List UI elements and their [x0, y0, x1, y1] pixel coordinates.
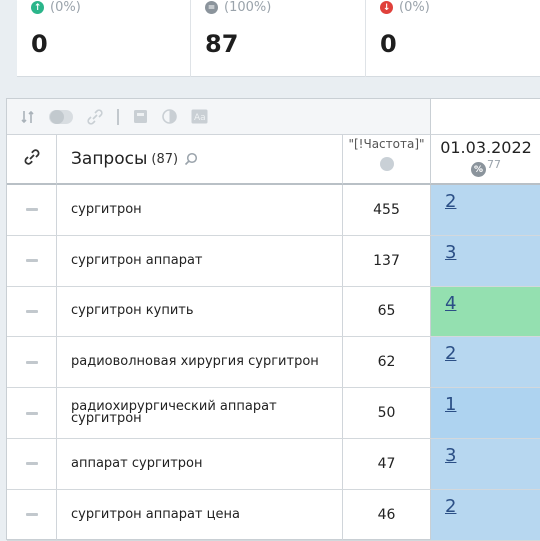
dash-icon [25, 360, 38, 364]
table-toolbar: Aa [7, 99, 431, 135]
row-toggle[interactable] [7, 388, 57, 438]
table-row: радиоволновая хирургия сургитрон 62 2 [7, 337, 540, 389]
frequency-cell: 47 [343, 438, 431, 489]
arrow-up-icon: ↑ [31, 1, 44, 14]
position-cell: 2 [431, 337, 540, 388]
position-cell: 3 [431, 235, 540, 286]
query-cell: радиохирургический аппарат сургитрон [57, 388, 343, 438]
query-cell: радиоволновая хирургия сургитрон [57, 337, 343, 388]
query-text: сургитрон [71, 201, 142, 217]
position-link[interactable]: 2 [445, 495, 457, 517]
frequency-cell: 50 [343, 388, 431, 438]
table-row: сургитрон купить 65 4 [7, 286, 540, 338]
svg-text:Aa: Aa [194, 113, 206, 123]
query-text: радиоволновая хирургия сургитрон [71, 354, 319, 370]
query-cell: сургитрон аппарат [57, 235, 343, 286]
date-percent-value: 77 [487, 158, 501, 171]
table-row: радиохирургический аппарат сургитрон 50 1 [7, 388, 540, 439]
summary-equal-value: 87 [205, 30, 239, 58]
query-text: сургитрон аппарат цена [71, 506, 240, 522]
equal-icon: = [205, 1, 218, 14]
frequency-cell: 137 [343, 235, 431, 286]
table-row: сургитрон аппарат 137 3 [7, 235, 540, 287]
table-view-icon[interactable] [133, 109, 148, 124]
summary-card-up: ↑ (0%) 0 [17, 0, 191, 77]
position-link[interactable]: 4 [445, 292, 457, 314]
table-body: сургитрон 455 2 сургитрон аппарат 137 3 сургит… [7, 185, 540, 541]
frequency-cell: 46 [343, 489, 431, 540]
date-column-header[interactable]: 01.03.2022 % 77 [431, 135, 540, 185]
summary-down-percent: ↓ (0%) [380, 0, 430, 15]
row-toggle[interactable] [7, 489, 57, 540]
query-text: сургитрон аппарат [71, 252, 203, 268]
position-link[interactable]: 3 [445, 444, 457, 466]
dash-icon [25, 208, 38, 212]
query-header-label: Запросы [71, 149, 148, 169]
summary-up-percent-text: (0%) [50, 0, 81, 15]
date-column-top [431, 99, 540, 135]
query-cell: сургитрон аппарат цена [57, 489, 343, 540]
query-count: (87) [151, 151, 179, 167]
toolbar-divider [117, 108, 119, 125]
chain-link-icon [23, 148, 41, 170]
sort-icon[interactable] [21, 110, 35, 124]
summary-down-percent-text: (0%) [399, 0, 430, 15]
font-icon[interactable]: Aa [191, 109, 208, 124]
globe-icon [379, 157, 394, 171]
dash-icon [25, 259, 38, 263]
position-cell: 4 [431, 286, 540, 337]
arrow-down-icon: ↓ [380, 1, 393, 14]
query-cell: сургитрон купить [57, 286, 343, 337]
frequency-column-header[interactable]: "[!Частота]" [343, 135, 431, 185]
table-row: сургитрон аппарат цена 46 2 [7, 489, 540, 541]
dash-icon [25, 309, 38, 313]
percent-icon: % [471, 162, 486, 177]
table-row: сургитрон 455 2 [7, 185, 540, 236]
table-row: аппарат сургитрон 47 3 [7, 438, 540, 490]
toggle-icon[interactable] [49, 109, 73, 124]
link-icon[interactable] [87, 108, 103, 125]
summary-card-down: ↓ (0%) 0 [366, 0, 540, 77]
summary-up-percent: ↑ (0%) [31, 0, 81, 15]
dash-icon [25, 411, 38, 415]
summary-up-value: 0 [31, 30, 48, 58]
row-toggle[interactable] [7, 286, 57, 337]
frequency-cell: 65 [343, 286, 431, 337]
frequency-cell: 455 [343, 185, 431, 235]
position-cell: 2 [431, 489, 540, 540]
query-cell: сургитрон [57, 185, 343, 235]
row-toggle[interactable] [7, 235, 57, 286]
query-cell: аппарат сургитрон [57, 438, 343, 489]
query-text: радиохирургический аппарат сургитрон [71, 399, 277, 427]
summary-panel: ↑ (0%) 0 = (100%) 87 ↓ (0%) 0 [17, 0, 540, 77]
query-text: аппарат сургитрон [71, 455, 203, 471]
query-text: сургитрон купить [71, 303, 194, 319]
summary-card-equal: = (100%) 87 [191, 0, 366, 77]
position-cell: 3 [431, 438, 540, 489]
summary-down-value: 0 [380, 30, 397, 58]
position-link[interactable]: 1 [445, 394, 457, 416]
position-cell: 2 [431, 185, 540, 235]
dash-icon [25, 513, 38, 517]
search-icon[interactable] [184, 152, 198, 166]
position-link[interactable]: 2 [445, 343, 457, 365]
position-link[interactable]: 3 [445, 241, 457, 263]
summary-equal-percent: = (100%) [205, 0, 271, 15]
row-toggle[interactable] [7, 185, 57, 235]
position-cell: 1 [431, 388, 540, 438]
link-column-header[interactable] [7, 135, 57, 185]
frequency-cell: 62 [343, 337, 431, 388]
date-header-label: 01.03.2022 [440, 138, 532, 157]
query-column-header[interactable]: Запросы (87) [57, 135, 343, 185]
row-toggle[interactable] [7, 438, 57, 489]
row-toggle[interactable] [7, 337, 57, 388]
position-link[interactable]: 2 [445, 191, 457, 212]
frequency-header-label: "[!Частота]" [348, 137, 425, 151]
contrast-icon[interactable] [162, 109, 177, 124]
positions-table: Aa Запросы (87) "[!Частота]" 01.03.2022 … [6, 98, 540, 541]
dash-icon [25, 462, 38, 466]
summary-equal-percent-text: (100%) [224, 0, 272, 15]
